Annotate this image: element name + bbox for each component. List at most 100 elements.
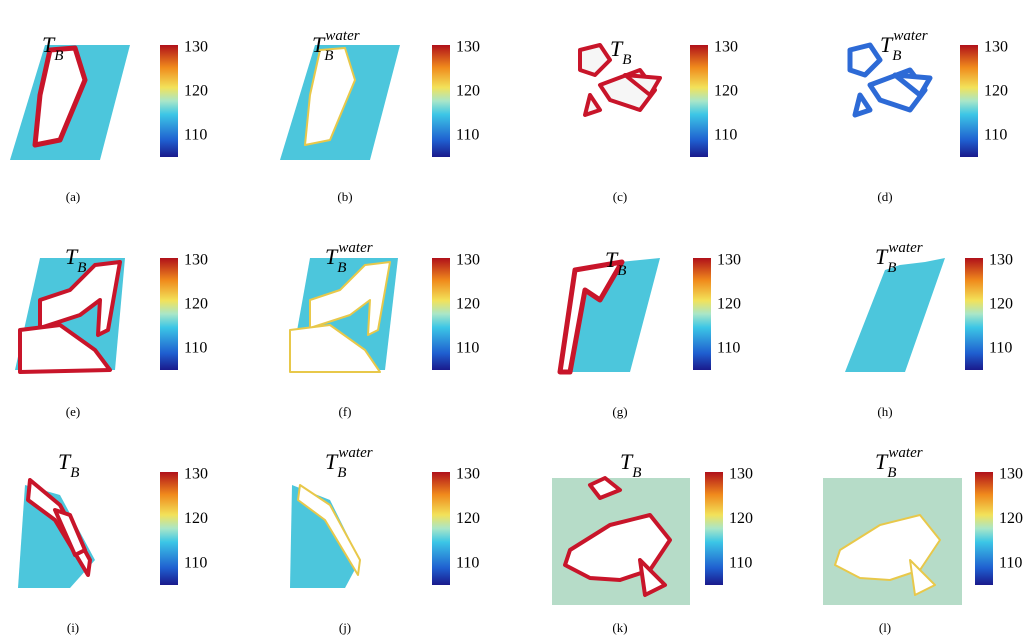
colorbar-tick-label: 120 <box>729 510 753 527</box>
colorbar-tick-label: 120 <box>184 296 208 313</box>
colorbar-tick-label: 130 <box>989 252 1013 269</box>
title-sub: B <box>324 48 333 64</box>
colorbar-tick-label: 110 <box>456 555 479 572</box>
title-sup: water <box>888 240 922 256</box>
map-land <box>580 45 610 75</box>
caption: (j) <box>339 620 351 635</box>
caption: (a) <box>66 189 80 204</box>
title-sub: B <box>632 465 641 481</box>
colorbar <box>432 258 450 370</box>
panel-title: TBwater <box>325 445 373 481</box>
caption: (c) <box>613 189 627 204</box>
caption: (i) <box>67 620 79 635</box>
caption: (d) <box>877 189 892 204</box>
caption: (g) <box>612 404 627 419</box>
colorbar-tick-label: 120 <box>717 296 741 313</box>
colorbar-tick-label: 120 <box>184 510 208 527</box>
colorbar-tick-label: 130 <box>999 466 1023 483</box>
caption: (b) <box>337 189 352 204</box>
map-land <box>850 45 880 75</box>
colorbar-tick-label: 130 <box>714 39 738 56</box>
colorbar-tick-label: 130 <box>184 252 208 269</box>
colorbar <box>960 45 978 157</box>
colorbar-tick-label: 130 <box>729 466 753 483</box>
caption: (l) <box>879 620 891 635</box>
colorbar-tick-label: 130 <box>984 39 1008 56</box>
title-sub: B <box>337 260 346 276</box>
colorbar-tick-label: 110 <box>717 340 740 357</box>
colorbar-tick-label: 110 <box>714 127 737 144</box>
panel: TB 130 120 110 (c) <box>580 36 738 204</box>
colorbar-tick-label: 110 <box>999 555 1022 572</box>
panel: TBwater 130 120 110 (l) <box>823 445 1023 635</box>
colorbar-tick-label: 110 <box>184 555 207 572</box>
colorbar <box>432 472 450 585</box>
colorbar <box>693 258 711 370</box>
title-sub: B <box>887 465 896 481</box>
panel: TB 130 120 110 (k) <box>552 449 753 635</box>
panel: TB 130 120 110 (i) <box>18 449 208 635</box>
colorbar-tick-label: 110 <box>184 127 207 144</box>
colorbar-tick-label: 110 <box>456 127 479 144</box>
colorbar <box>160 258 178 370</box>
title-sub: B <box>622 52 631 68</box>
title-sub: B <box>892 48 901 64</box>
caption: (f) <box>339 404 352 419</box>
panel-title: TB <box>620 449 641 481</box>
colorbar-tick-label: 130 <box>184 39 208 56</box>
panel: TBwater130120110(f) <box>290 240 480 419</box>
map-land <box>855 95 870 115</box>
title-sup: water <box>325 28 359 44</box>
title-sub: B <box>887 260 896 276</box>
colorbar <box>160 472 178 585</box>
colorbar <box>975 472 993 585</box>
colorbar-tick-label: 120 <box>714 83 738 100</box>
colorbar-tick-label: 120 <box>999 510 1023 527</box>
colorbar-tick-label: 110 <box>984 127 1007 144</box>
panel-title: TB <box>610 36 631 68</box>
colorbar-tick-label: 120 <box>456 510 480 527</box>
colorbar <box>690 45 708 157</box>
colorbar-tick-label: 130 <box>717 252 741 269</box>
title-sub: B <box>337 465 346 481</box>
colorbar-tick-label: 120 <box>456 83 480 100</box>
panel: TBwater 130 120 110 (j) <box>290 445 480 635</box>
colorbar <box>432 45 450 157</box>
colorbar-tick-label: 120 <box>989 296 1013 313</box>
colorbar-tick-label: 130 <box>184 466 208 483</box>
colorbar-tick-label: 130 <box>456 252 480 269</box>
title-sub: B <box>70 465 79 481</box>
title-sup: water <box>338 445 372 461</box>
colorbar-tick-label: 120 <box>984 83 1008 100</box>
colorbar-tick-label: 130 <box>456 39 480 56</box>
colorbar <box>160 45 178 157</box>
colorbar-tick-label: 120 <box>456 296 480 313</box>
colorbar <box>705 472 723 585</box>
panel-title: TBwater <box>880 28 928 64</box>
panel-title: TB <box>58 449 79 481</box>
panel-title: TBwater <box>875 445 923 481</box>
title-sub: B <box>77 260 86 276</box>
title-sup: water <box>338 240 372 256</box>
caption: (h) <box>877 404 892 419</box>
figure: TB130120110(a)TBwater130120110(b)TB13012… <box>0 0 1034 644</box>
colorbar-tick-label: 110 <box>729 555 752 572</box>
caption: (k) <box>612 620 627 635</box>
caption: (e) <box>66 404 80 419</box>
panel: TBwater 130 120 110 (d) <box>850 28 1008 204</box>
colorbar <box>965 258 983 370</box>
colorbar-tick-label: 130 <box>456 466 480 483</box>
colorbar-tick-label: 120 <box>184 83 208 100</box>
colorbar-tick-label: 110 <box>989 340 1012 357</box>
colorbar-tick-label: 110 <box>184 340 207 357</box>
colorbar-tick-label: 110 <box>456 340 479 357</box>
title-sub: B <box>54 48 63 64</box>
map-land <box>585 95 600 115</box>
title-sup: water <box>888 445 922 461</box>
title-sub: B <box>617 263 626 279</box>
